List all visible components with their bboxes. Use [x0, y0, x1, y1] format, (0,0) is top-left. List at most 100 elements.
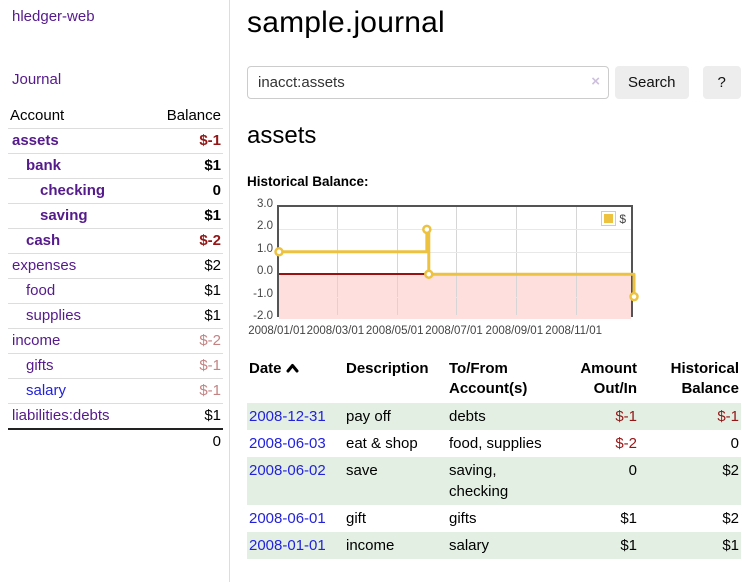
date-link[interactable]: 2008-01-01 — [249, 537, 326, 554]
account-row: checking 0 — [8, 178, 223, 203]
x-axis-label: 2008/11/01 — [545, 325, 603, 337]
transaction-balance: $2 — [722, 510, 739, 527]
transaction-amount: $1 — [620, 537, 637, 554]
vertical-gridline — [575, 207, 577, 315]
account-row: expenses $2 — [8, 253, 223, 278]
data-point-marker — [274, 247, 284, 257]
account-row: gifts $-1 — [8, 353, 223, 378]
data-point-marker — [424, 269, 434, 279]
account-link[interactable]: expenses — [12, 257, 77, 274]
chart-title: Historical Balance: — [247, 174, 369, 189]
vertical-gridline — [456, 207, 458, 315]
transaction-balance: 0 — [730, 435, 739, 452]
account-row: saving $1 — [8, 203, 223, 228]
transaction-balance: $2 — [722, 462, 739, 479]
transaction-accounts: gifts — [449, 510, 477, 527]
y-axis-label: 2.0 — [257, 220, 273, 233]
account-balance: $1 — [204, 207, 221, 224]
account-balance: $-1 — [199, 357, 221, 374]
transaction-description: save — [346, 462, 378, 479]
transaction-row: 2008-06-03 eat & shop food, supplies $-2 0 — [247, 430, 741, 457]
transaction-row: 2008-06-02 save saving, checking 0 $2 — [247, 457, 741, 505]
account-balance: $1 — [204, 407, 221, 424]
accounts-header-balance: Balance — [166, 107, 221, 124]
transactions-header-row: Date Description To/From Account(s) Amou… — [247, 357, 741, 403]
account-row: assets $-1 — [8, 128, 223, 153]
transaction-row: 2008-12-31 pay off debts $-1 $-1 — [247, 403, 741, 430]
transaction-accounts: debts — [449, 408, 486, 425]
accounts-total-row: 0 — [8, 428, 223, 454]
header-amount: Amount Out/In — [580, 360, 637, 397]
horizontal-gridline — [279, 251, 631, 253]
date-link[interactable]: 2008-06-01 — [249, 510, 326, 527]
x-axis-label: 2008/03/01 — [306, 325, 365, 337]
accounts-rows: assets $-1 bank $1 checking 0 saving $1 cash $-2 e… — [8, 128, 223, 428]
transaction-row: 2008-01-01 income salary $1 $1 — [247, 532, 741, 559]
transaction-description: eat & shop — [346, 435, 418, 452]
horizontal-gridline — [279, 229, 631, 231]
data-point-marker — [422, 224, 432, 235]
plot-area: $ — [274, 205, 639, 319]
balance-line — [279, 227, 636, 297]
header-description: Description — [346, 360, 429, 377]
account-link[interactable]: cash — [26, 232, 61, 249]
sidebar-item-journal[interactable]: Journal — [12, 71, 62, 88]
account-link[interactable]: liabilities:debts — [12, 407, 110, 424]
transaction-amount: 0 — [628, 462, 637, 479]
transaction-amount: $1 — [620, 510, 637, 527]
transaction-description: gift — [346, 510, 367, 527]
page-title: sample.journal — [247, 6, 445, 39]
date-link[interactable]: 2008-06-03 — [249, 435, 326, 452]
date-link[interactable]: 2008-12-31 — [249, 408, 326, 425]
y-axis-label: -2.0 — [253, 310, 273, 322]
x-axis-label: 2008/07/01 — [425, 325, 483, 337]
search-input[interactable] — [247, 66, 609, 99]
account-link[interactable]: gifts — [26, 357, 54, 374]
account-balance: $-1 — [199, 132, 221, 149]
vertical-gridline — [337, 207, 339, 315]
account-row: supplies $1 — [8, 303, 223, 328]
account-link[interactable]: salary — [26, 382, 67, 399]
clear-search-icon[interactable]: × — [591, 73, 600, 90]
account-link[interactable]: bank — [26, 157, 62, 174]
accounts-table: Account Balance assets $-1 bank $1 checking 0… — [8, 104, 223, 454]
account-row: liabilities:debts $1 — [8, 403, 223, 428]
vertical-gridline — [396, 207, 398, 315]
search-button[interactable]: Search — [615, 66, 689, 99]
help-button[interactable]: ? — [702, 66, 741, 99]
transaction-balance: $1 — [722, 537, 739, 554]
transaction-balance: $-1 — [717, 408, 739, 425]
vertical-gridline — [516, 207, 518, 315]
header-date[interactable]: Date — [247, 357, 344, 403]
y-axis-label: 0.0 — [257, 265, 273, 278]
transaction-row: 2008-06-01 gift gifts $1 $2 — [247, 505, 741, 532]
account-link[interactable]: saving — [40, 207, 88, 224]
accounts-header-account: Account — [10, 107, 65, 124]
account-balance: $-2 — [199, 232, 221, 249]
account-heading: assets — [247, 122, 317, 149]
y-axis-label: 1.0 — [257, 242, 273, 255]
legend-label: $ — [619, 211, 626, 226]
transaction-description: pay off — [346, 408, 391, 425]
search-box: × — [247, 66, 609, 99]
legend-swatch — [601, 211, 617, 226]
transaction-accounts: saving, checking — [449, 462, 509, 500]
account-row: cash $-2 — [8, 228, 223, 253]
accounts-table-header: Account Balance — [8, 104, 223, 128]
header-accounts: To/From Account(s) — [449, 360, 528, 397]
horizontal-gridline — [279, 296, 631, 298]
date-link[interactable]: 2008-06-02 — [249, 462, 326, 479]
account-link[interactable]: income — [12, 332, 61, 349]
account-link[interactable]: checking — [40, 182, 106, 199]
search-form: × Search ? — [247, 66, 742, 99]
x-axis-label: 2008/09/01 — [485, 325, 544, 337]
account-row: salary $-1 — [8, 378, 223, 403]
transactions-table: Date Description To/From Account(s) Amou… — [247, 357, 741, 559]
historical-balance-chart: $3.0 2.0 1.0 0.0 -1.0 -2.0 2008/01/01 2008/03/0… — [247, 198, 647, 337]
account-link[interactable]: food — [26, 282, 56, 299]
account-link[interactable]: assets — [12, 132, 59, 149]
account-link[interactable]: supplies — [26, 307, 82, 324]
app-title-link[interactable]: hledger-web — [12, 8, 95, 25]
transaction-amount: $-1 — [615, 408, 637, 425]
